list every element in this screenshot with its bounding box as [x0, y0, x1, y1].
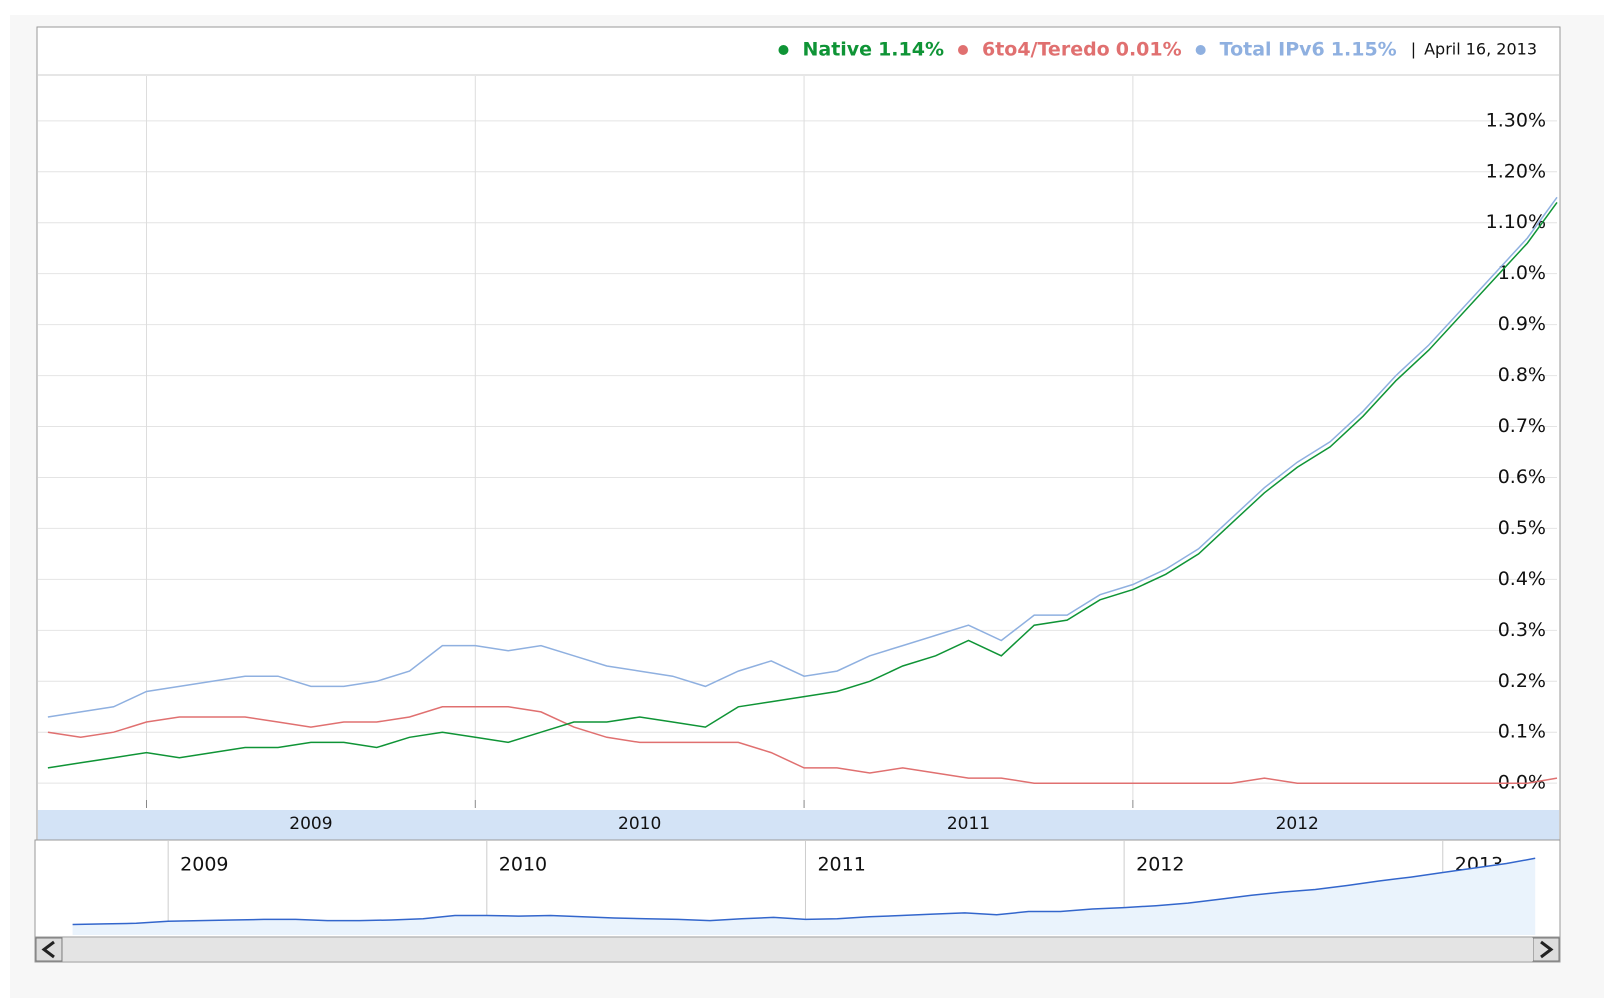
series-line: [47, 196, 1558, 718]
y-tick-label: 1.10%: [1486, 211, 1546, 233]
navigator-tick-label: 2009: [180, 854, 228, 876]
legend-value: 1.14%: [878, 39, 944, 61]
y-tick-label: 0.9%: [1498, 313, 1546, 335]
legend-name: 6to4/Teredo: [982, 39, 1110, 61]
series-line: [47, 201, 1558, 769]
legend-separator: |: [1411, 40, 1416, 59]
navigator-area: [72, 858, 1536, 935]
y-tick-label: 0.8%: [1498, 364, 1546, 386]
scroll-right[interactable]: [1532, 937, 1560, 962]
navigator-line: [72, 857, 1536, 926]
legend-value: 0.01%: [1116, 39, 1182, 61]
y-tick-label: 0.3%: [1498, 619, 1546, 641]
y-tick-label: 0.4%: [1498, 568, 1546, 590]
scroll-thumb[interactable]: [63, 938, 1533, 961]
legend-dot: [957, 45, 968, 55]
x-axis-band: [38, 810, 1559, 840]
x-tick-label: 2011: [947, 814, 990, 834]
series-line: [47, 706, 1558, 784]
scroll-left[interactable]: [35, 937, 63, 962]
scroll-left-arrow: [41, 940, 55, 959]
y-tick-label: 1.30%: [1486, 109, 1546, 131]
chart-frame: [36, 26, 1561, 841]
x-tick-label: 2009: [289, 814, 332, 834]
y-tick-label: 0.2%: [1498, 670, 1546, 692]
scroll-right-arrow: [1540, 940, 1554, 959]
y-tick-label: 0.5%: [1498, 517, 1546, 539]
y-tick-label: 1.20%: [1486, 160, 1546, 182]
legend-name: Total IPv6: [1220, 39, 1325, 61]
legend-date: April 16, 2013: [1424, 40, 1537, 59]
legend-name: Native: [802, 39, 872, 61]
legend-dot: [1195, 45, 1206, 55]
y-tick-label: 0.1%: [1498, 721, 1546, 743]
y-tick-label: 1.0%: [1498, 262, 1546, 284]
y-tick-label: 0.7%: [1498, 415, 1546, 437]
legend-dot: [778, 45, 789, 55]
legend-value: 1.15%: [1331, 39, 1397, 61]
y-tick-label: 0.6%: [1498, 466, 1546, 488]
navigator-tick-label: 2010: [499, 854, 547, 876]
x-tick-label: 2010: [618, 814, 661, 834]
navigator-tick-label: 2012: [1136, 854, 1184, 876]
navigator-tick-label: 2011: [817, 854, 865, 876]
x-tick-label: 2012: [1276, 814, 1319, 834]
